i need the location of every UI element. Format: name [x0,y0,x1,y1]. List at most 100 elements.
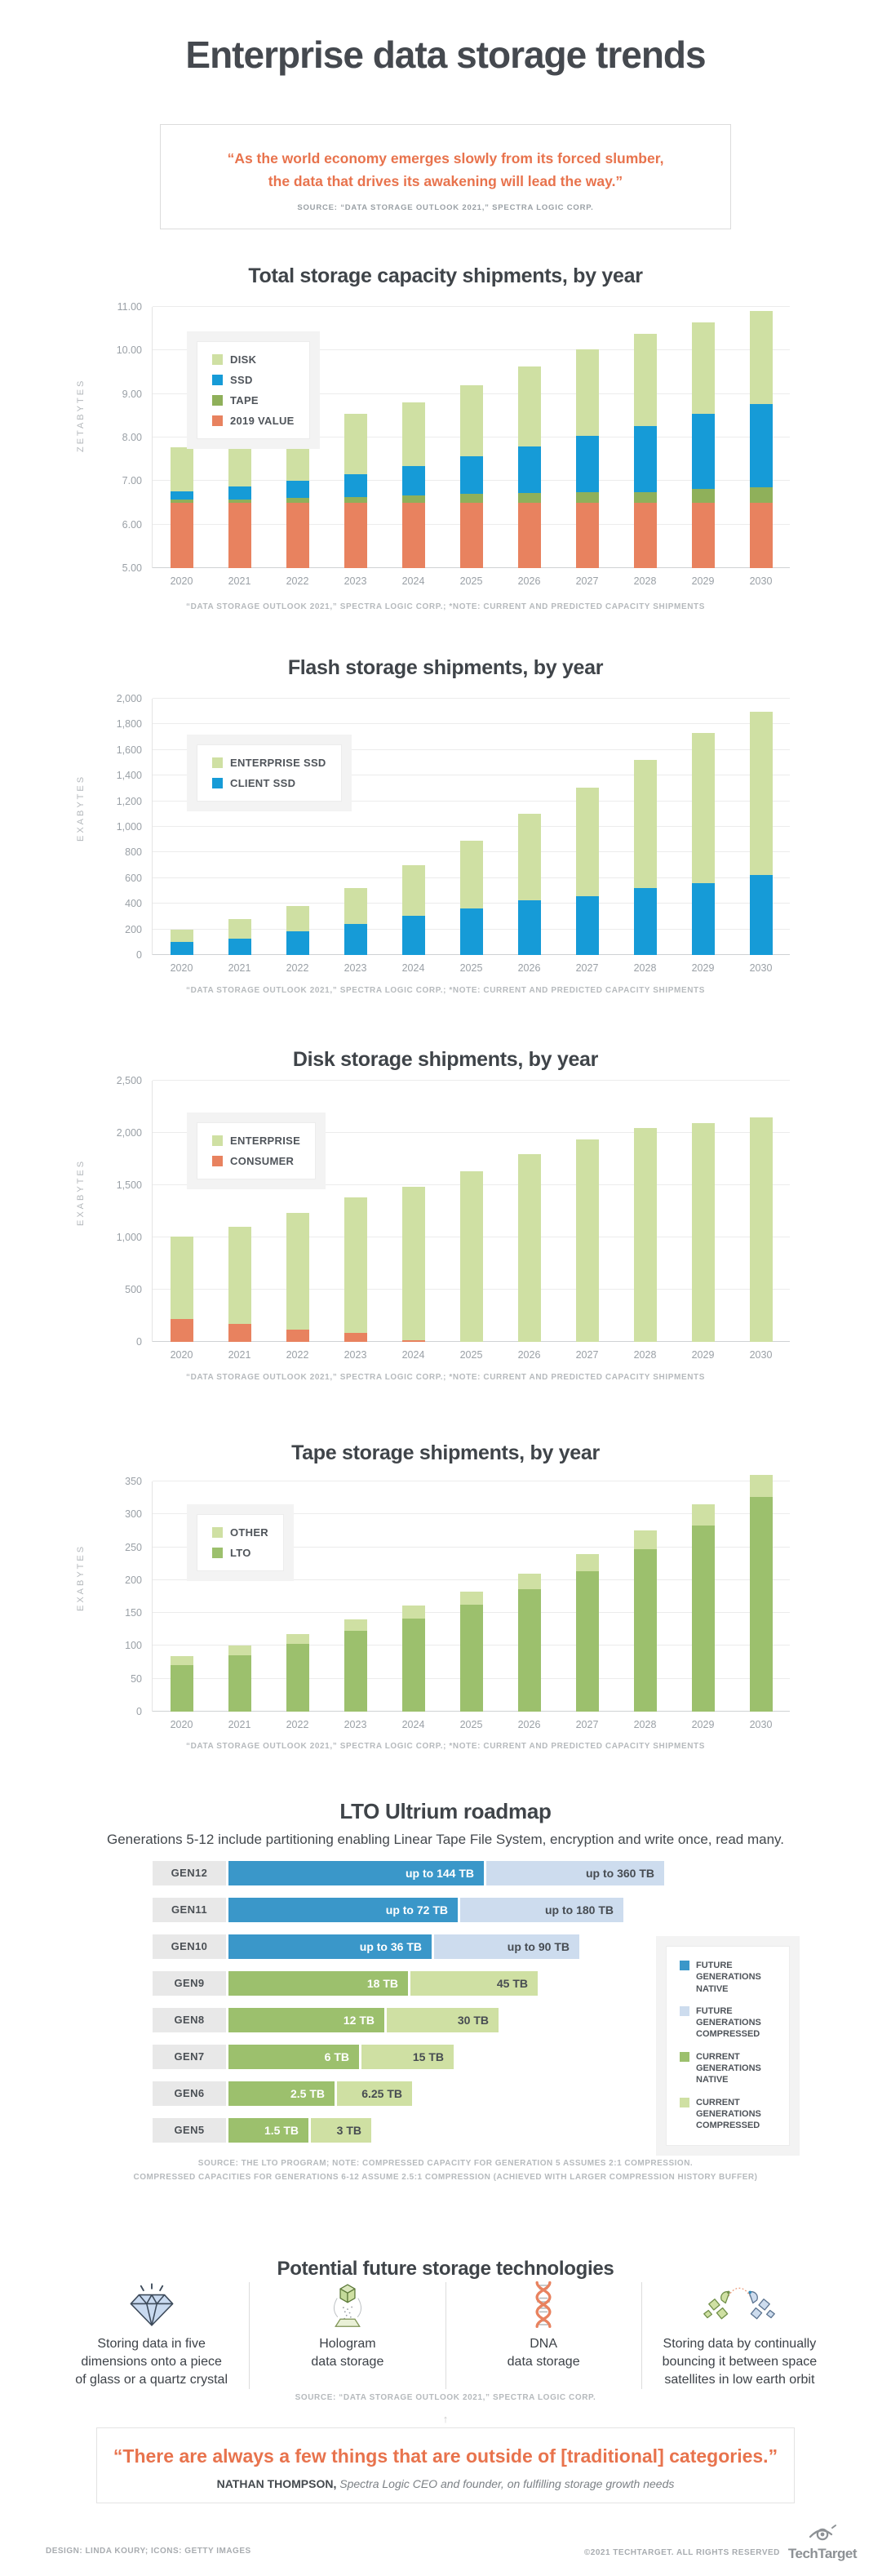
legend-label: TAPE [230,394,259,406]
segment-tape [459,494,483,503]
bar-slot [211,307,268,568]
legend-label: DISK [230,353,257,366]
legend-label: OTHER [230,1526,268,1539]
segment-enterprise-ssd [459,841,483,908]
legend-entry: SSD [212,374,295,386]
x-tick-label: 2023 [344,1719,367,1730]
bar-2026 [517,813,541,955]
roadmap-legend-inner: FUTURE GENERATIONS NATIVE FUTURE GENERATI… [666,1946,790,2146]
bar-2025 [459,1171,483,1342]
bar-2027 [575,788,599,955]
bar-slot [326,1481,384,1712]
y-tick-label: 1,000 [116,1232,142,1243]
segment-2019-value [286,503,309,568]
segment-enterprise-ssd [286,905,309,931]
segment-2019-value [459,503,483,568]
bar-slot [500,307,558,568]
roadmap-compressed-bar: 6.25 TB [337,2081,412,2106]
x-tick-label: 2027 [575,575,599,587]
bar-slot [211,1081,268,1342]
roadmap-compressed-bar: up to 360 TB [486,1861,664,1885]
y-tick-label: 2,000 [116,693,142,704]
x-tick-label: 2027 [575,962,599,974]
y-axis-title: ZETABYTES [76,378,86,452]
footer-copyright: ©2021 TECHTARGET. ALL RIGHTS RESERVED [583,2548,780,2557]
bar-slot [268,1081,326,1342]
bar-slot [616,699,674,955]
segment-disk [459,385,483,457]
bar-2023 [344,887,367,955]
top-quote-box: “As the world economy emerges slowly fro… [160,124,731,229]
segment-disk [575,349,599,436]
bar-slot [384,1081,442,1342]
x-axis-labels: 2020 2021 2022 2023 2024 2025 2026 2027 2028 2029… [153,962,790,974]
x-tick-label: 2025 [459,1349,483,1361]
segment-lto [228,1654,251,1712]
roadmap-native-bar: 12 TB [228,2008,384,2032]
chart-title: Disk storage shipments, by year [292,1048,599,1071]
segment-enterprise-ssd [170,929,193,943]
roadmap-row-gen6: GEN6 2.5 TB 6.25 TB [153,2081,664,2106]
bar-slot [384,1481,442,1712]
bar-slot [674,699,732,955]
legend-entry: OTHER [212,1526,268,1539]
x-tick-label: 2026 [517,1719,541,1730]
x-tick-label: 2020 [170,575,193,587]
bar-2025 [459,841,483,955]
y-tick-label: 11.00 [117,301,142,313]
legend-entry: 2019 VALUE [212,415,295,427]
segment-client-ssd [749,874,773,955]
segment-disk [691,322,715,415]
legend-label: ENTERPRISE SSD [230,757,326,769]
segment-enterprise [691,1123,715,1342]
bar-slot [384,699,442,955]
bar-slot [268,699,326,955]
bar-2024 [401,1606,425,1712]
roadmap-compressed-bar: up to 90 TB [434,1934,579,1959]
segment-2019-value [170,503,193,568]
chart-source: “DATA STORAGE OUTLOOK 2021,” SPECTRA LOG… [185,1373,706,1382]
bar-slot [268,1481,326,1712]
y-tick-label: 350 [125,1476,142,1487]
segment-client-ssd [228,938,251,955]
x-tick-label: 2028 [633,1349,657,1361]
roadmap-row-gen8: GEN8 12 TB 30 TB [153,2008,664,2032]
chart-section-flash-storage: Flash storage shipments, by year EXABYTE… [0,645,891,1028]
y-tick-label: 0 [136,949,142,961]
dna-icon [454,2281,633,2328]
hologram-icon [258,2282,437,2328]
bar-slot [211,699,268,955]
future-tech-label: Storing data by continually bouncing it … [662,2337,818,2387]
gridline [153,723,790,725]
future-tech-section: Potential future storage technologies St… [0,2258,891,2413]
x-tick-label: 2022 [286,1719,309,1730]
segment-tape [344,496,367,503]
segment-lto [401,1619,425,1712]
segment-lto [633,1549,657,1712]
bar-slot [500,1481,558,1712]
segment-enterprise [170,1237,193,1319]
bar-2028 [633,759,657,955]
segment-client-ssd [575,895,599,955]
gridline [153,1132,790,1133]
x-tick-label: 2021 [228,1349,251,1361]
bar-2028 [633,334,657,568]
roadmap-rows: GEN12 up to 144 TB up to 360 TB GEN11 up to … [153,1861,664,2155]
future-tech-label: Storing data in five dimensions onto a p… [75,2337,228,2387]
x-tick-label: 2024 [401,1719,425,1730]
segment-other [691,1504,715,1526]
legend-entry: ENTERPRISE SSD [212,757,326,769]
segment-enterprise-ssd [691,733,715,884]
bars-area [153,699,790,955]
segment-client-ssd [633,888,657,955]
segment-consumer [286,1329,309,1342]
x-tick-label: 2026 [517,1349,541,1361]
bar-slot [326,699,384,955]
bar-2029 [691,1123,715,1342]
legend-label: CLIENT SSD [230,777,296,789]
bar-2020 [170,1237,193,1342]
chart-legend: ENTERPRISE CONSUMER [187,1113,326,1189]
roadmap-source-line2: COMPRESSED CAPACITIES FOR GENERATIONS 6-… [133,2173,758,2182]
roadmap-compressed-bar: up to 180 TB [460,1898,623,1922]
y-tick-label: 1,200 [116,795,142,807]
